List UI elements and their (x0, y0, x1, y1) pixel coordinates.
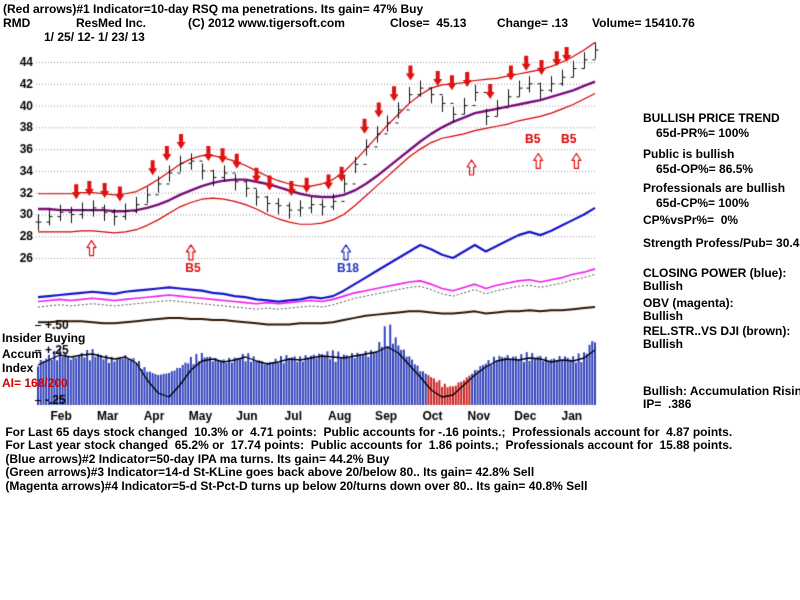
volume-value: Volume= 15410.76 (592, 16, 695, 30)
accum-label: Accum (2, 347, 43, 361)
copyright-text: (C) 2012 www.tigersoft.com (188, 16, 345, 30)
change-value: Change= .13 (497, 16, 569, 30)
indicator3-legend: (Green arrows)#3 Indicator=14-d St-KLine… (2, 465, 535, 480)
cp-vs-pr-value: CP%vsPr%= 0% (643, 213, 739, 227)
closing-power-status: Bullish (643, 279, 684, 293)
indicator1-legend: (Red arrows)#1 Indicator=10-day RSQ ma p… (3, 2, 424, 16)
op-percent-value: 65d-OP%= 86.5% (656, 162, 754, 176)
quote-header: RMD ResMed Inc. (C) 2012 www.tigersoft.c… (0, 16, 800, 30)
cp-percent-value: 65d-CP%= 100% (656, 196, 750, 210)
index-label: Index (2, 361, 34, 375)
company-name: ResMed Inc. (76, 16, 147, 30)
stock-chart-canvas (0, 42, 640, 434)
insider-buying-label: Insider Buying (2, 331, 86, 345)
footer-notes: For Last 65 days stock changed 10.3% or … (2, 425, 733, 493)
indicator2-legend: (Blue arrows)#2 Indicator=50-day IPA ma … (2, 451, 390, 466)
pr-percent-value: 65d-PR%= 100% (656, 126, 750, 140)
price-trend-status: BULLISH PRICE TREND (643, 111, 780, 125)
stat-last-year: For Last year stock changed 65.2% or 17.… (2, 438, 733, 453)
obv-status: Bullish (643, 309, 684, 323)
accumulation-status: Bullish: Accumulation Rising (643, 384, 800, 398)
rel-str-label: REL.STR..VS DJI (brown): (643, 324, 791, 338)
rel-str-status: Bullish (643, 337, 684, 351)
ip-value: IP= .386 (643, 397, 692, 411)
public-status: Public is bullish (643, 147, 735, 161)
indicator4-legend: (Magenta arrows)#4 Indicator=5-d St-Pct-… (2, 478, 588, 493)
ticker-symbol: RMD (3, 16, 31, 30)
analysis-panel: BULLISH PRICE TREND 65d-PR%= 100% Public… (643, 112, 800, 411)
professionals-status: Professionals are bullish (643, 181, 786, 195)
accumulation-index-value: AI= 168/200 (2, 376, 68, 390)
close-value: Close= 45.13 (390, 16, 467, 30)
strength-ratio-value: Strength Profess/Pub= 30.4 (643, 236, 800, 250)
obv-label: OBV (magenta): (643, 296, 734, 310)
stat-65-days: For Last 65 days stock changed 10.3% or … (2, 425, 733, 439)
date-range: 1/ 25/ 12- 1/ 23/ 13 (44, 30, 145, 44)
closing-power-label: CLOSING POWER (blue): (643, 266, 787, 280)
